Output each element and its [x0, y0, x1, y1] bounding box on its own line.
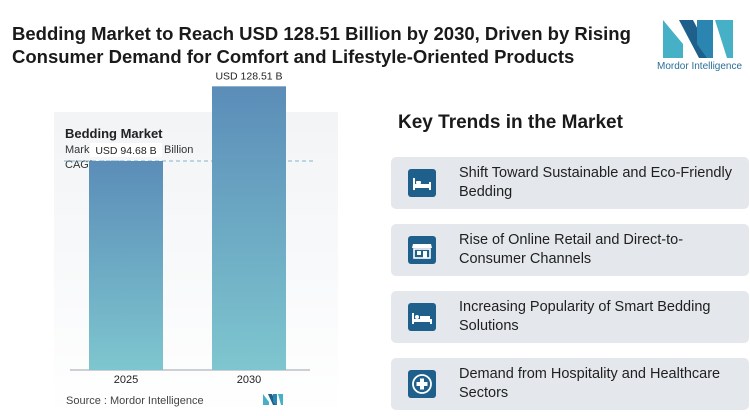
trend-label: Demand from Hospitality and Healthcare S…	[459, 366, 721, 401]
trend-label: Increasing Popularity of Smart Bedding S…	[459, 299, 711, 334]
bar-2030	[212, 86, 286, 370]
trend-label: Rise of Online Retail and Direct-to-Cons…	[459, 232, 684, 267]
trends-title: Key Trends in the Market	[398, 112, 623, 133]
page-title: Bedding Market to Reach USD 128.51 Billi…	[12, 23, 631, 67]
smart-bed-icon	[408, 303, 436, 331]
trend-label: Shift Toward Sustainable and Eco-Friendl…	[459, 165, 732, 200]
data-label-box	[212, 68, 286, 83]
mini-logo-icon	[263, 394, 283, 405]
brand-logo: Mordor Intelligence	[657, 14, 743, 76]
data-label: USD 94.68 B	[95, 145, 156, 157]
x-tick-label: 2025	[114, 374, 138, 386]
data-label-box	[90, 143, 162, 158]
trend-card-hospitality: Demand from Hospitality and Healthcare S…	[391, 358, 749, 410]
trend-card-smart-bedding: Increasing Popularity of Smart Bedding S…	[391, 291, 749, 343]
cagr-label: CAGR	[65, 159, 97, 171]
mordor-logo-icon	[663, 20, 733, 58]
source-note: Source : Mordor Intelligence	[66, 395, 204, 407]
storefront-icon	[408, 236, 436, 264]
data-label: USD 128.51 B	[215, 70, 282, 82]
logo-text: Mordor Intelligence	[657, 61, 743, 72]
chart-title: Bedding Market	[65, 126, 163, 141]
trend-card-sustainable: Shift Toward Sustainable and Eco-Friendl…	[391, 157, 749, 209]
bar-2025	[89, 161, 163, 370]
trend-card-online-retail: Rise of Online Retail and Direct-to-Cons…	[391, 224, 749, 276]
x-tick-label: 2030	[237, 374, 261, 386]
bed-icon	[408, 169, 436, 197]
medical-cross-icon	[408, 370, 436, 398]
